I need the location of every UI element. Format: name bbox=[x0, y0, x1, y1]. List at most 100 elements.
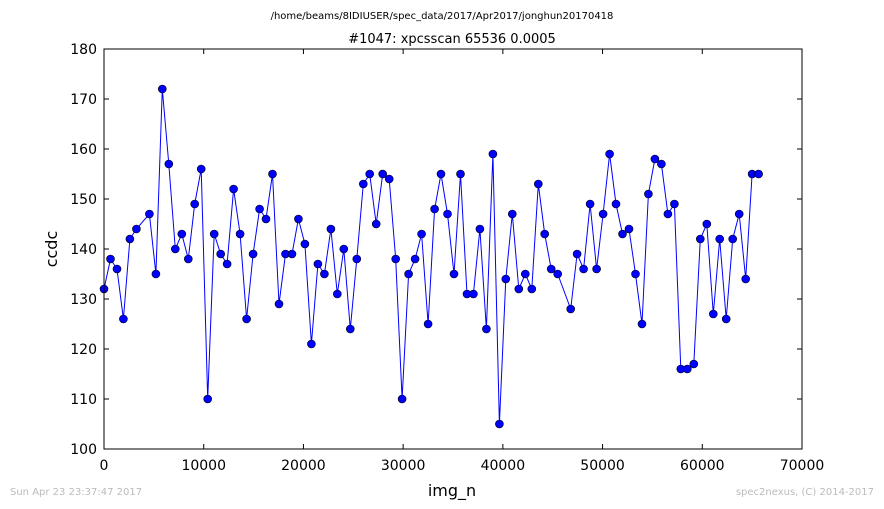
data-point bbox=[598, 209, 608, 219]
data-point bbox=[365, 169, 375, 179]
data-point bbox=[708, 309, 718, 319]
data-point bbox=[229, 184, 238, 194]
data-point bbox=[320, 269, 329, 279]
data-point bbox=[410, 254, 420, 264]
data-point bbox=[112, 264, 122, 274]
data-point bbox=[158, 84, 167, 94]
data-point bbox=[222, 259, 232, 269]
data-point bbox=[287, 249, 297, 259]
data-point bbox=[378, 169, 388, 179]
data-point bbox=[248, 249, 258, 259]
data-point bbox=[430, 204, 439, 214]
data-point bbox=[527, 284, 537, 294]
y-tick-label: 150 bbox=[70, 192, 97, 208]
data-point bbox=[618, 229, 627, 239]
x-tick-label: 30000 bbox=[381, 458, 426, 474]
data-point bbox=[125, 234, 135, 244]
data-point bbox=[423, 319, 433, 329]
y-axis-label: ccdc bbox=[42, 231, 61, 268]
data-point bbox=[734, 209, 744, 219]
y-tick-label: 100 bbox=[70, 442, 97, 458]
data-point bbox=[579, 264, 588, 274]
x-tick-label: 0 bbox=[100, 458, 109, 474]
data-point bbox=[255, 204, 264, 214]
data-point bbox=[585, 199, 595, 209]
data-point bbox=[384, 174, 394, 184]
chart-title: #1047: xpcsscan 65536 0.0005 bbox=[348, 32, 556, 47]
plot-area: 0 10000 20000 30000 40000 50000 60000 70000 100 1… bbox=[70, 42, 824, 474]
data-point bbox=[164, 159, 174, 169]
data-point bbox=[151, 269, 161, 279]
data-point bbox=[533, 179, 543, 189]
data-point bbox=[209, 229, 219, 239]
data-point bbox=[443, 209, 452, 219]
x-tick-label: 20000 bbox=[281, 458, 326, 474]
data-point bbox=[132, 224, 141, 234]
data-point bbox=[216, 249, 225, 259]
data-point bbox=[644, 189, 653, 199]
data-point bbox=[754, 169, 763, 179]
data-point bbox=[546, 264, 556, 274]
data-point bbox=[695, 234, 705, 244]
x-tick-label: 10000 bbox=[181, 458, 226, 474]
data-point bbox=[566, 304, 576, 314]
data-point bbox=[592, 264, 601, 274]
data-point bbox=[540, 229, 550, 239]
data-point bbox=[702, 219, 712, 229]
data-point bbox=[553, 269, 563, 279]
data-point bbox=[475, 224, 485, 234]
data-point bbox=[371, 219, 381, 229]
data-point bbox=[268, 169, 277, 179]
data-point bbox=[663, 209, 673, 219]
data-point bbox=[235, 229, 245, 239]
data-point bbox=[332, 289, 342, 299]
data-point bbox=[274, 299, 284, 309]
plot-frame bbox=[103, 48, 803, 450]
data-point bbox=[352, 254, 362, 264]
data-point bbox=[119, 314, 128, 324]
y-tick-label: 110 bbox=[70, 392, 97, 408]
data-point bbox=[514, 284, 524, 294]
data-point bbox=[294, 214, 303, 224]
x-tick-label: 40000 bbox=[481, 458, 526, 474]
x-tick-label: 60000 bbox=[680, 458, 725, 474]
data-point bbox=[657, 159, 666, 169]
data-point bbox=[196, 164, 206, 174]
data-point bbox=[469, 289, 478, 299]
data-point bbox=[624, 224, 634, 234]
data-point bbox=[339, 244, 349, 254]
data-point bbox=[520, 269, 530, 279]
data-point bbox=[345, 324, 355, 334]
data-point bbox=[190, 199, 199, 209]
data-point bbox=[741, 274, 751, 284]
data-point bbox=[397, 394, 407, 404]
data-point bbox=[689, 359, 699, 369]
data-point bbox=[436, 169, 446, 179]
data-point bbox=[605, 149, 614, 159]
data-point bbox=[507, 209, 517, 219]
data-point bbox=[572, 249, 582, 259]
data-point bbox=[650, 154, 660, 164]
data-point bbox=[145, 209, 154, 219]
data-point bbox=[495, 419, 504, 429]
footer-timestamp: Sun Apr 23 23:37:47 2017 bbox=[10, 487, 143, 498]
data-point bbox=[177, 229, 187, 239]
data-point bbox=[482, 324, 491, 334]
data-point bbox=[106, 254, 115, 264]
data-point bbox=[682, 364, 692, 374]
data-point bbox=[391, 254, 401, 264]
data-point bbox=[456, 169, 465, 179]
data-point bbox=[449, 269, 459, 279]
data-point bbox=[358, 179, 368, 189]
data-point bbox=[313, 259, 323, 269]
x-tick-label: 50000 bbox=[580, 458, 625, 474]
y-tick-label: 160 bbox=[70, 142, 97, 158]
data-point bbox=[261, 214, 271, 224]
data-point bbox=[326, 224, 336, 234]
data-point bbox=[715, 234, 725, 244]
data-point bbox=[404, 269, 413, 279]
data-point bbox=[728, 234, 738, 244]
y-tick-label: 120 bbox=[70, 342, 97, 358]
data-point bbox=[300, 239, 310, 249]
